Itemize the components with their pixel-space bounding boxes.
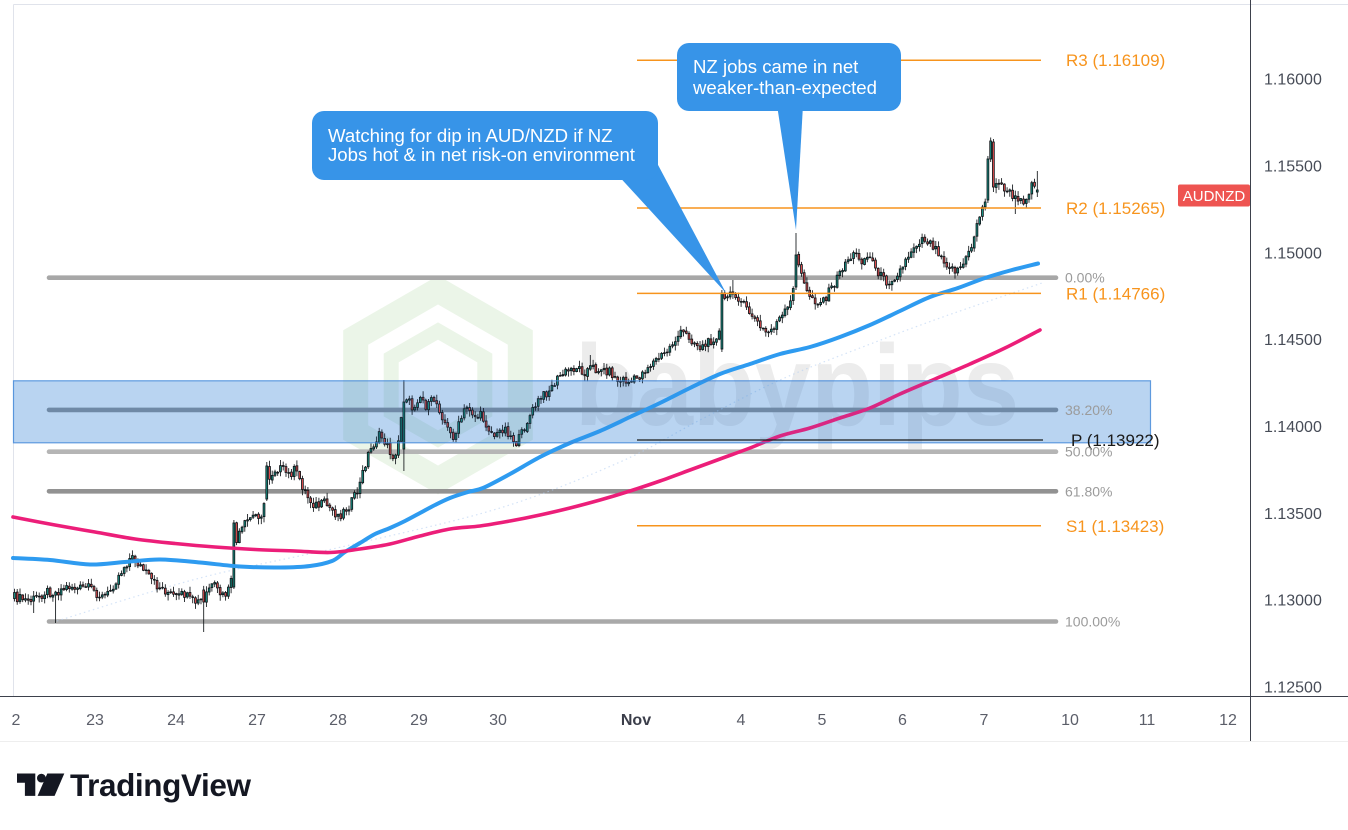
- svg-text:61.80%: 61.80%: [1065, 483, 1112, 499]
- svg-text:AUDNZD: AUDNZD: [1183, 188, 1246, 205]
- svg-text:TradingView: TradingView: [70, 767, 251, 803]
- svg-text:S1 (1.13423): S1 (1.13423): [1066, 517, 1164, 536]
- svg-text:1.14000: 1.14000: [1264, 419, 1322, 436]
- svg-text:Watching for dip in AUD/NZD if: Watching for dip in AUD/NZD if NZ: [328, 125, 613, 146]
- svg-text:1.16000: 1.16000: [1264, 72, 1322, 89]
- svg-text:1.13000: 1.13000: [1264, 593, 1322, 610]
- svg-text:Jobs hot & in net risk-on envi: Jobs hot & in net risk-on environment: [328, 144, 636, 165]
- svg-text:NZ jobs came in net: NZ jobs came in net: [693, 56, 859, 77]
- svg-text:babypips: babypips: [575, 321, 1019, 449]
- svg-text:1.12500: 1.12500: [1264, 680, 1322, 697]
- svg-text:1.15500: 1.15500: [1264, 159, 1322, 176]
- svg-text:7: 7: [980, 712, 989, 729]
- svg-text:24: 24: [167, 712, 185, 729]
- svg-text:0.00%: 0.00%: [1065, 270, 1105, 286]
- svg-text:23: 23: [86, 712, 104, 729]
- svg-text:4: 4: [737, 712, 746, 729]
- svg-text:1.13500: 1.13500: [1264, 506, 1322, 523]
- svg-text:2: 2: [12, 712, 21, 729]
- svg-text:P (1.13922): P (1.13922): [1071, 431, 1160, 450]
- svg-text:6: 6: [898, 712, 907, 729]
- svg-text:38.20%: 38.20%: [1065, 402, 1112, 418]
- svg-text:10: 10: [1061, 712, 1079, 729]
- svg-text:5: 5: [818, 712, 827, 729]
- svg-text:1.15000: 1.15000: [1264, 246, 1322, 263]
- svg-text:28: 28: [329, 712, 347, 729]
- svg-text:12: 12: [1219, 712, 1237, 729]
- svg-text:50.00%: 50.00%: [1065, 444, 1112, 460]
- svg-text:R1 (1.14766): R1 (1.14766): [1066, 284, 1165, 303]
- svg-text:weaker-than-expected: weaker-than-expected: [692, 77, 877, 98]
- svg-text:Nov: Nov: [621, 712, 651, 729]
- svg-text:30: 30: [489, 712, 507, 729]
- svg-text:27: 27: [248, 712, 266, 729]
- svg-text:R3 (1.16109): R3 (1.16109): [1066, 51, 1165, 70]
- svg-text:11: 11: [1139, 712, 1156, 729]
- svg-text:100.00%: 100.00%: [1065, 614, 1120, 630]
- svg-text:1.14500: 1.14500: [1264, 332, 1322, 349]
- svg-text:29: 29: [410, 712, 428, 729]
- svg-text:R2 (1.15265): R2 (1.15265): [1066, 199, 1165, 218]
